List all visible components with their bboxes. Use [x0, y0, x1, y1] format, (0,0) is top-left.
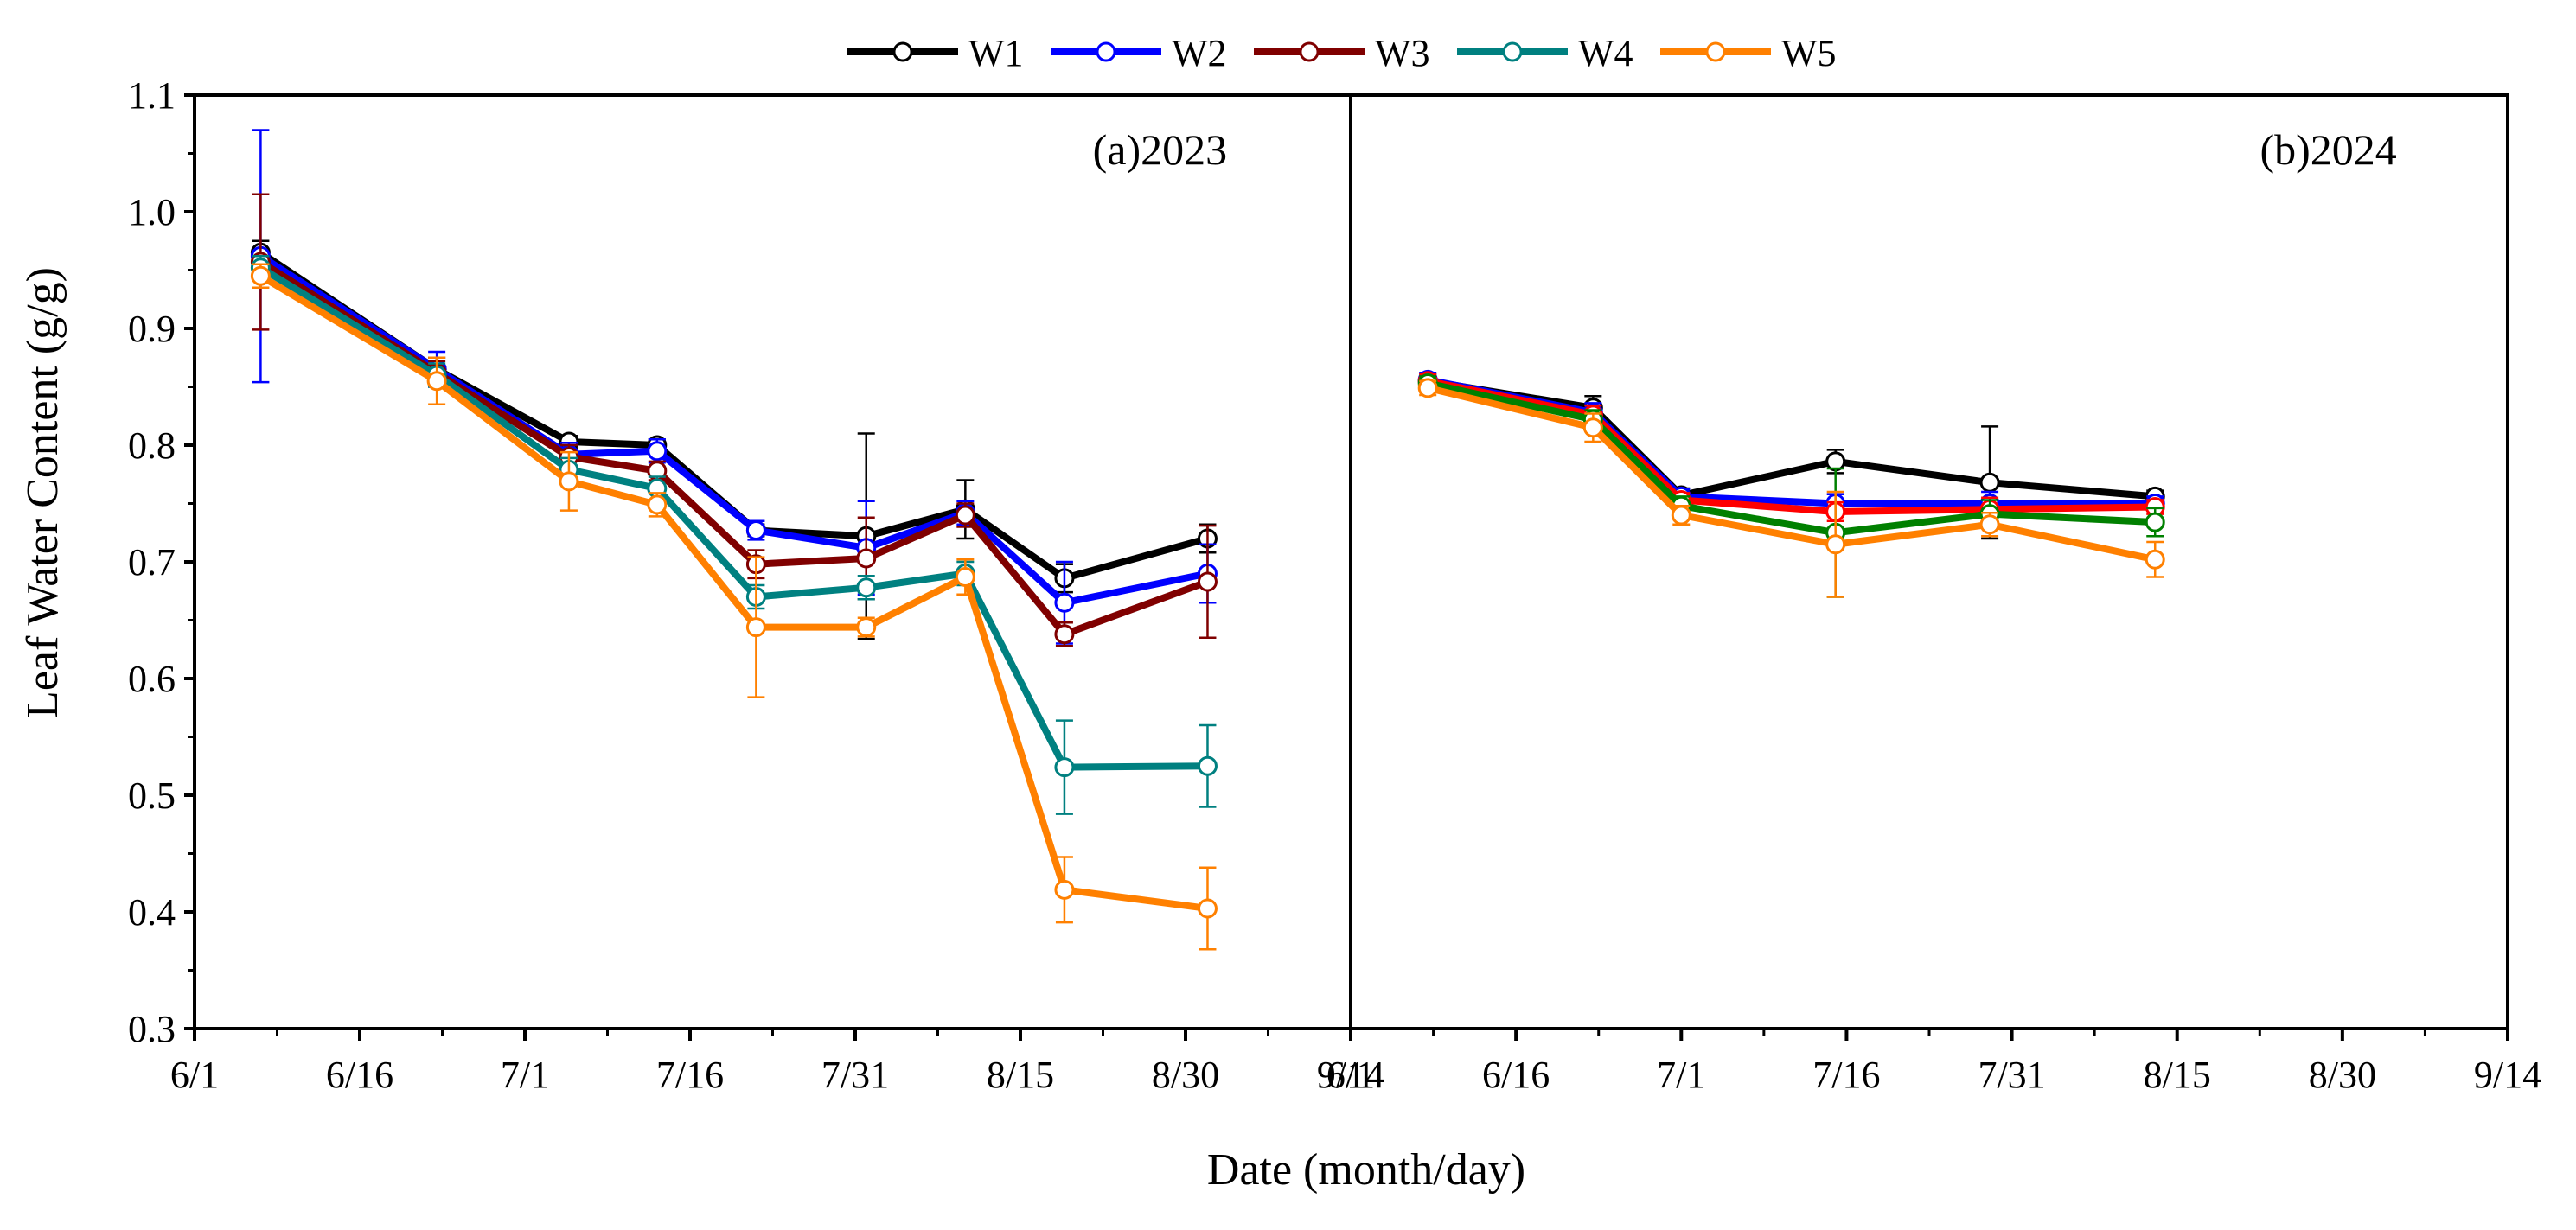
y-tick-label: 0.8	[128, 424, 176, 467]
data-point	[1417, 378, 1438, 398]
legend-marker	[1299, 41, 1320, 62]
data-point	[1197, 571, 1218, 592]
x-tick-label: 6/16	[1482, 1054, 1550, 1096]
legend-marker	[892, 41, 913, 62]
y-axis-title: Leaf Water Content (g/g)	[18, 267, 67, 718]
data-point	[856, 617, 877, 638]
x-tick-label: 9/14	[2474, 1054, 2541, 1096]
x-tick-label: 8/30	[1152, 1054, 1219, 1096]
y-tick-label: 0.6	[128, 658, 176, 700]
legend-label: W4	[1578, 32, 1633, 74]
data-point	[955, 505, 975, 526]
y-axis: 0.3 0.4 0.5 0.6 0.7 0.8 0.9 1.0 1.1	[128, 74, 195, 1050]
data-point	[745, 520, 766, 541]
legend-label: W2	[1172, 32, 1227, 74]
x-tick-label: 6/16	[326, 1054, 393, 1096]
series-line	[1427, 377, 2156, 515]
legend-marker	[1705, 41, 1726, 62]
data-point	[647, 494, 668, 515]
panel-label: (b)2024	[2260, 125, 2396, 174]
legend-item-w4: W4	[1457, 32, 1633, 74]
data-point	[250, 265, 271, 286]
x-tick-label: 9/14	[1317, 1054, 1384, 1096]
x-tick-label: 6/1	[1326, 1054, 1375, 1096]
y-tick-label: 1.0	[128, 191, 176, 233]
x-tick-label: 7/31	[821, 1054, 889, 1096]
data-point	[1979, 514, 2000, 535]
legend-marker	[1096, 41, 1116, 62]
data-point	[1197, 755, 1218, 776]
y-tick-label: 0.3	[128, 1008, 176, 1050]
legend-label: W1	[968, 32, 1024, 74]
data-point	[1582, 417, 1603, 438]
series-line	[1427, 379, 2156, 537]
y-tick-label: 0.7	[128, 541, 176, 583]
legend-marker	[1502, 41, 1523, 62]
data-point	[559, 471, 579, 492]
legend-label: W3	[1375, 32, 1430, 74]
data-point	[1054, 879, 1075, 900]
series-line	[1427, 384, 2157, 564]
data-point	[1825, 534, 1846, 555]
x-axis: 6/1 6/16 7/1 7/16 7/31 8/15 8/30 9/146/1 6/16 7/1…	[170, 1029, 2541, 1096]
panel-b: (b)2024	[1349, 93, 2509, 1030]
data-point	[856, 548, 877, 569]
plot-panels: (a)2023 (b)2024	[193, 93, 2509, 1030]
x-tick-label: 7/16	[656, 1054, 724, 1096]
legend-item-w3: W3	[1254, 32, 1430, 74]
panel-a: (a)2023	[193, 93, 1352, 1030]
y-tick-label: 0.4	[128, 891, 176, 934]
series-w5	[250, 263, 1218, 951]
panel-label: (a)2023	[1093, 125, 1228, 174]
legend-item-w1: W1	[847, 32, 1024, 74]
data-point	[955, 567, 975, 588]
x-tick-label: 6/1	[170, 1054, 219, 1096]
x-tick-label: 7/16	[1812, 1054, 1880, 1096]
x-tick-label: 7/1	[501, 1054, 549, 1096]
y-tick-label: 0.5	[128, 774, 176, 817]
data-point	[1671, 505, 1691, 526]
data-point	[1054, 592, 1075, 613]
x-axis-title: Date (month/day)	[1207, 1145, 1525, 1195]
legend-label: W5	[1781, 32, 1837, 74]
data-point	[647, 441, 668, 462]
series-line	[1427, 377, 2156, 500]
data-point	[2145, 512, 2165, 532]
x-tick-label: 7/31	[1978, 1054, 2045, 1096]
legend-item-w5: W5	[1660, 32, 1837, 74]
x-tick-label: 8/15	[987, 1054, 1054, 1096]
data-point	[426, 371, 447, 392]
data-point	[1979, 472, 2000, 493]
x-tick-label: 8/30	[2309, 1054, 2376, 1096]
legend-item-w2: W2	[1051, 32, 1227, 74]
y-tick-label: 0.9	[128, 308, 176, 350]
series-w5	[1417, 378, 2165, 598]
data-point	[1054, 757, 1075, 778]
x-tick-label: 7/1	[1657, 1054, 1705, 1096]
data-point	[1197, 898, 1218, 919]
data-point	[1054, 624, 1075, 645]
y-tick-label: 1.1	[128, 74, 176, 117]
data-point	[2145, 549, 2165, 570]
x-tick-label: 8/15	[2144, 1054, 2211, 1096]
data-point	[745, 617, 766, 638]
legend: W1 W2 W3 W4 W5	[847, 32, 1837, 74]
data-point	[856, 577, 877, 598]
